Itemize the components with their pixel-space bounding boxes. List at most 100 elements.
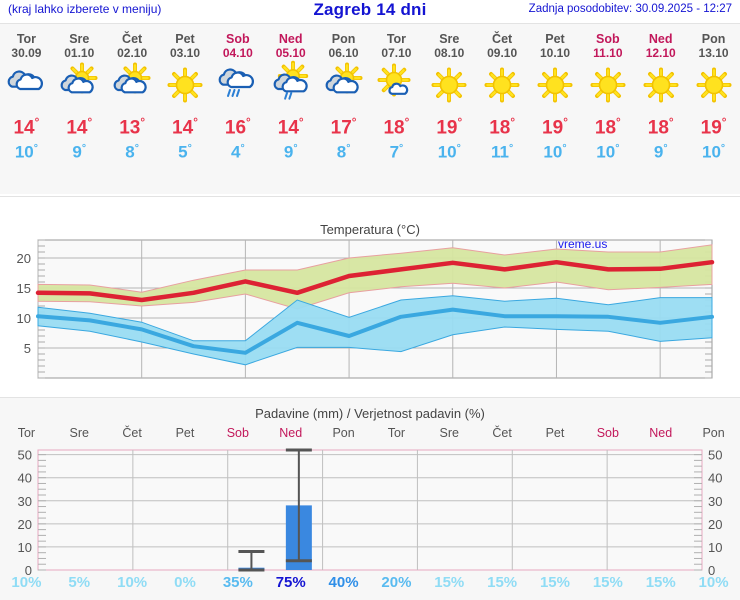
temp-max-value: 14° bbox=[172, 116, 198, 139]
strip-divider bbox=[0, 196, 740, 197]
temp-max-value: 14° bbox=[277, 116, 304, 139]
day-column[interactable]: Sre 01.10 14° 9° bbox=[53, 24, 106, 194]
precip-probability-label: 15% bbox=[487, 574, 518, 591]
temp-min-value: 10° bbox=[543, 142, 567, 162]
precip-y-tick-left: 10 bbox=[18, 540, 32, 555]
temp-min-value: 10° bbox=[14, 142, 38, 162]
temp-min-value: 11° bbox=[491, 142, 514, 162]
day-of-week-label: Sob bbox=[596, 32, 620, 46]
partly-sunny-icon bbox=[317, 62, 370, 108]
sunny-icon bbox=[159, 66, 212, 108]
precip-probability-label: 10% bbox=[698, 574, 729, 591]
temp-y-tick: 5 bbox=[24, 341, 31, 356]
menu-hint-text: (kraj lahko izberete v meniju) bbox=[8, 2, 162, 16]
day-date-label: 11.10 bbox=[593, 46, 623, 60]
precipitation-chart-title: Padavine (mm) / Verjetnost padavin (%) bbox=[255, 406, 485, 421]
precip-probability-label: 35% bbox=[222, 574, 253, 591]
day-of-week-label: Sre bbox=[439, 32, 460, 46]
precip-probability-label: 15% bbox=[539, 574, 570, 591]
day-column[interactable]: Ned 05.10 14° 9° bbox=[264, 24, 317, 194]
temp-max-value: 16° bbox=[224, 116, 251, 139]
day-column[interactable]: Čet 09.10 18° 11° bbox=[476, 24, 529, 194]
temp-max-value: 17° bbox=[330, 116, 357, 139]
day-date-label: 02.10 bbox=[117, 46, 148, 60]
sunny-icon bbox=[476, 66, 529, 108]
temp-min-value: 10° bbox=[596, 142, 620, 162]
sunny-icon bbox=[423, 66, 476, 108]
day-column[interactable]: Tor 07.10 18° 7° bbox=[370, 24, 423, 194]
precip-probability-label: 15% bbox=[645, 574, 676, 591]
precip-day-label: Sre bbox=[69, 426, 89, 440]
day-date-label: 13.10 bbox=[698, 46, 729, 60]
day-of-week-label: Čet bbox=[122, 32, 143, 46]
temp-max-value: 18° bbox=[647, 116, 674, 139]
day-column[interactable]: Tor 30.09 14° 10° bbox=[0, 24, 53, 194]
watermark-text: vreme.us bbox=[558, 237, 607, 251]
precip-y-tick-right: 20 bbox=[708, 517, 722, 532]
day-column[interactable]: Sob 11.10 18° 10° bbox=[581, 24, 634, 194]
precip-probability-label: 20% bbox=[381, 574, 412, 591]
day-of-week-label: Čet bbox=[492, 32, 513, 46]
temp-min-value: 10° bbox=[701, 142, 726, 162]
rain-cloudy-icon bbox=[211, 66, 264, 108]
day-of-week-label: Sre bbox=[69, 32, 90, 46]
sun-rain-icon bbox=[264, 60, 317, 108]
day-column[interactable]: Čet 02.10 13° 8° bbox=[106, 24, 159, 194]
precip-probability-label: 75% bbox=[275, 574, 306, 591]
temp-max-value: 19° bbox=[700, 116, 727, 139]
day-date-label: 06.10 bbox=[328, 46, 359, 60]
precip-probability-label: 0% bbox=[174, 574, 196, 591]
chart-divider bbox=[0, 397, 740, 398]
precip-y-tick-left: 50 bbox=[18, 448, 32, 463]
temp-min-value: 7° bbox=[389, 142, 404, 162]
day-date-label: 05.10 bbox=[275, 46, 306, 60]
day-column[interactable]: Sob 04.10 16° 4° bbox=[211, 24, 264, 194]
temp-min-value: 8° bbox=[336, 142, 351, 162]
day-date-label: 04.10 bbox=[222, 46, 253, 60]
day-of-week-label: Pon bbox=[331, 32, 356, 46]
precip-probability-label: 5% bbox=[68, 574, 91, 591]
day-column[interactable]: Ned 12.10 18° 9° bbox=[634, 24, 687, 194]
precip-day-label: Sob bbox=[596, 426, 619, 440]
day-column[interactable]: Pet 03.10 14° 5° bbox=[159, 24, 212, 194]
day-column[interactable]: Sre 08.10 19° 10° bbox=[423, 24, 476, 194]
temp-max-value: 13° bbox=[119, 116, 146, 139]
temp-y-tick: 15 bbox=[17, 281, 31, 296]
day-date-label: 12.10 bbox=[645, 46, 676, 60]
sunny-icon bbox=[529, 66, 582, 108]
temp-max-value: 18° bbox=[489, 116, 516, 139]
precip-probability-label: 40% bbox=[328, 574, 359, 591]
precip-day-label: Čet bbox=[492, 426, 512, 440]
temp-min-value: 8° bbox=[125, 142, 139, 162]
precip-y-tick-right: 30 bbox=[708, 494, 722, 509]
precip-day-label: Sre bbox=[439, 426, 459, 440]
temp-y-tick: 10 bbox=[17, 311, 31, 326]
temp-min-value: 5° bbox=[178, 142, 192, 162]
day-date-label: 09.10 bbox=[487, 46, 518, 60]
precip-y-tick-left: 0 bbox=[25, 563, 32, 578]
temperature-chart-title: Temperatura (°C) bbox=[320, 222, 420, 237]
day-of-week-label: Pet bbox=[175, 32, 195, 46]
temp-max-value: 18° bbox=[594, 116, 621, 139]
day-date-label: 01.10 bbox=[64, 46, 95, 60]
temp-y-tick: 20 bbox=[17, 251, 31, 266]
temp-min-value: 10° bbox=[437, 142, 461, 162]
temp-min-value: 9° bbox=[283, 142, 298, 162]
day-column[interactable]: Pon 06.10 17° 8° bbox=[317, 24, 370, 194]
partly-sunny-icon bbox=[106, 62, 159, 108]
precip-day-label: Čet bbox=[122, 426, 142, 440]
page-header: (kraj lahko izberete v meniju) Zagreb 14… bbox=[0, 0, 740, 22]
day-of-week-label: Tor bbox=[386, 32, 407, 46]
day-date-label: 03.10 bbox=[169, 46, 200, 60]
day-of-week-label: Pet bbox=[545, 32, 565, 46]
precip-probability-label: 15% bbox=[434, 574, 465, 591]
temp-max-value: 14° bbox=[66, 116, 93, 139]
day-of-week-label: Ned bbox=[278, 32, 303, 46]
day-column[interactable]: Pon 13.10 19° 10° bbox=[687, 24, 740, 194]
precip-day-label: Ned bbox=[279, 426, 303, 440]
precip-day-label: Pet bbox=[175, 426, 195, 440]
precipitation-day-labels: Tor Sre Čet Pet Sob Ned Pon Tor Sre Čet Pet Sob Ned P… bbox=[0, 426, 740, 444]
day-column[interactable]: Pet 10.10 19° 10° bbox=[529, 24, 582, 194]
page-title: Zagreb 14 dni bbox=[313, 0, 427, 19]
day-of-week-label: Tor bbox=[16, 32, 37, 46]
